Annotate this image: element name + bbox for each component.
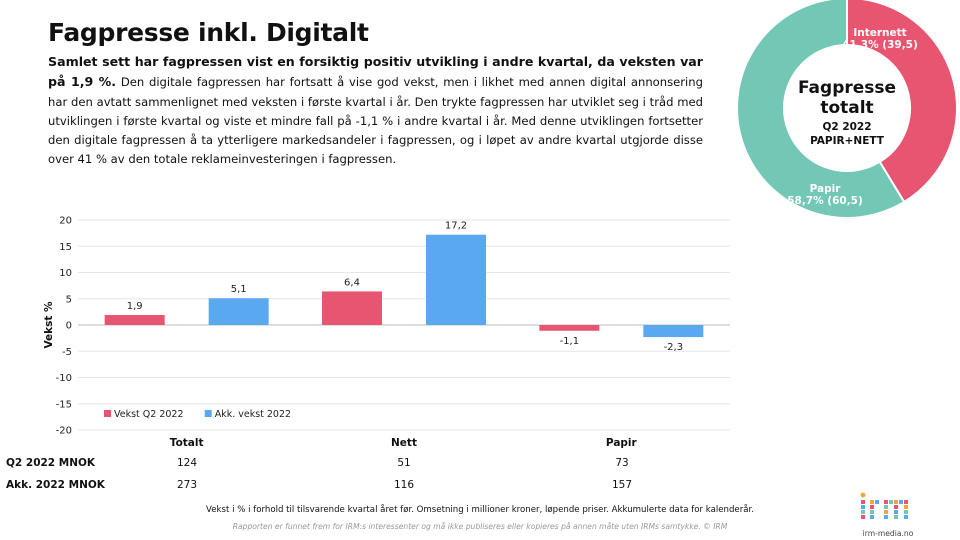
- table-cell: 157: [611, 479, 633, 491]
- table-cell: 124: [176, 457, 198, 469]
- donut-slice: [846, 0, 958, 204]
- bar: [322, 291, 382, 325]
- irm-logo-dots: [860, 492, 908, 519]
- footnote: Vekst i % i forhold til tilsvarende kvar…: [206, 505, 754, 515]
- growth-bar-chart: 20 15 10 5 0 -5 -10 -15 -20 Vekst % 1,9 5,1 Totalt 6,…: [43, 216, 730, 449]
- y-tick-label: 5: [66, 294, 72, 305]
- donut-title-2: totalt: [820, 98, 874, 118]
- y-axis-label: Vekst %: [43, 301, 55, 349]
- y-tick-label: 20: [59, 216, 72, 227]
- y-tick-label: -15: [56, 399, 72, 410]
- intro-body: Den digitale fagpressen har fortsatt å v…: [48, 75, 703, 167]
- data-label: 1,9: [127, 301, 143, 312]
- category-label: Totalt: [170, 437, 204, 449]
- category-label: Nett: [391, 437, 417, 449]
- table-cell: 51: [397, 457, 411, 469]
- donut-sub-2: PAPIR+NETT: [810, 135, 884, 147]
- donut-label-papir: Papir 58,7% (60,5): [780, 183, 870, 207]
- y-tick-label: 15: [59, 242, 72, 253]
- donut-sub-1: Q2 2022: [822, 121, 872, 133]
- bar: [539, 325, 600, 331]
- irm-logo: [860, 492, 908, 519]
- donut-slice: [736, 0, 906, 219]
- bar: [643, 325, 704, 338]
- donut-label-papir-value: 58,7% (60,5): [787, 195, 863, 207]
- donut-label-papir-name: Papir: [809, 183, 841, 195]
- table-row-label-q2: Q2 2022 MNOK: [6, 457, 96, 469]
- category-label: Papir: [606, 437, 638, 449]
- table-cell: 273: [176, 479, 198, 491]
- legend-label: Akk. vekst 2022: [215, 409, 291, 420]
- page-title: Fagpresse inkl. Digitalt: [48, 18, 369, 47]
- bar: [426, 234, 486, 325]
- donut-label-internett-value: 41,3% (39,5): [842, 39, 918, 51]
- legend-label: Vekst Q2 2022: [114, 409, 184, 420]
- donut-title-1: Fagpresse: [797, 78, 897, 98]
- y-tick-label: 10: [59, 268, 72, 279]
- legend-swatch: [104, 410, 111, 417]
- data-label: 6,4: [344, 277, 360, 288]
- y-tick-label: 0: [66, 321, 72, 332]
- data-label: 5,1: [231, 284, 247, 295]
- y-tick-label: -10: [56, 373, 72, 384]
- share-donut-chart: [736, 0, 958, 219]
- y-tick-label: -20: [56, 426, 72, 437]
- copyright-note: Rapporten er funnet frem for IRM:s inter…: [232, 522, 728, 531]
- donut-label-internett-name: Internett: [853, 27, 907, 39]
- bar: [104, 315, 165, 325]
- bar: [208, 298, 269, 325]
- table-cell: 73: [615, 457, 629, 469]
- table-cell: 116: [393, 479, 415, 491]
- intro-lead: Samlet sett har fagpressen vist en forsi…: [48, 54, 703, 90]
- intro-paragraph: Samlet sett har fagpressen vist en forsi…: [48, 52, 703, 170]
- data-label: 17,2: [445, 221, 467, 232]
- data-label: -1,1: [560, 336, 580, 347]
- donut-label-internett: Internett 41,3% (39,5): [840, 27, 920, 51]
- y-tick-label: -5: [62, 347, 72, 358]
- logo-url: irm-media.no: [862, 529, 914, 538]
- table-row-label-akk: Akk. 2022 MNOK: [6, 479, 105, 491]
- data-label: -2,3: [664, 342, 684, 353]
- donut-center: Fagpresse totalt Q2 2022 PAPIR+NETT: [787, 78, 907, 148]
- legend-swatch: [204, 410, 212, 417]
